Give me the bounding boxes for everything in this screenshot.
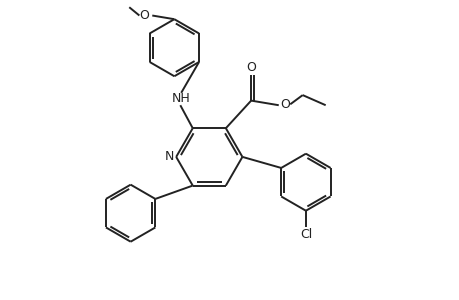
Text: N: N — [164, 150, 174, 164]
Text: NH: NH — [172, 92, 190, 105]
Text: O: O — [280, 98, 290, 111]
Text: O: O — [246, 61, 256, 74]
Text: Cl: Cl — [299, 228, 311, 241]
Text: O: O — [139, 9, 149, 22]
